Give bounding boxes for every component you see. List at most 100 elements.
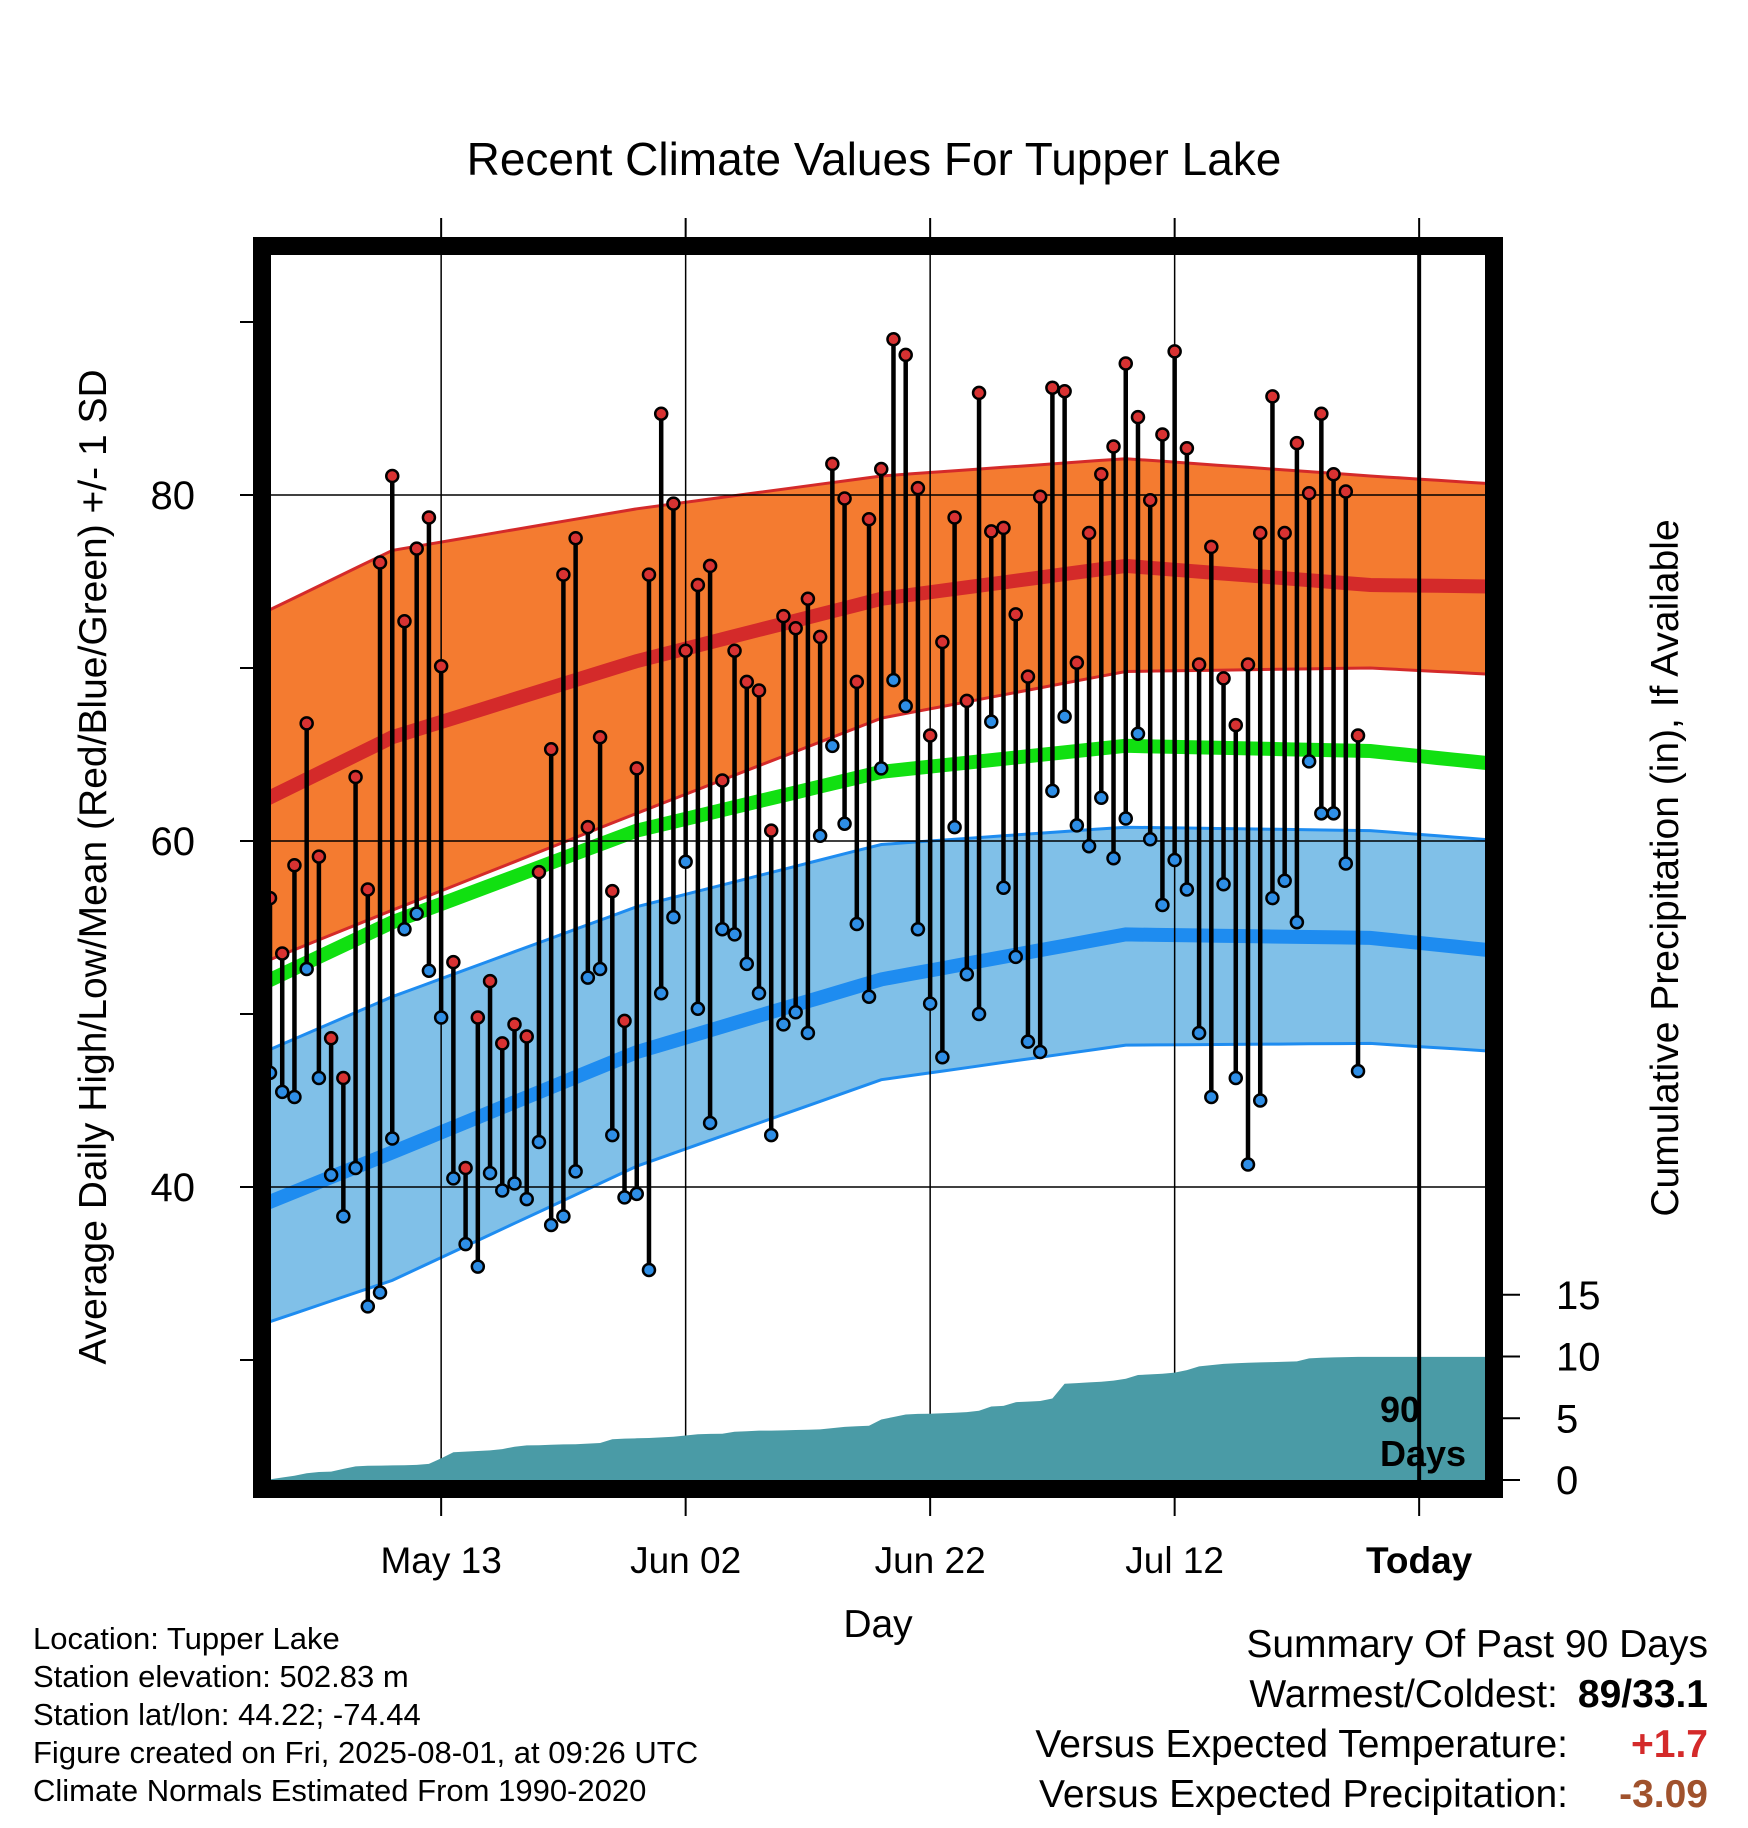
daily-low-point: [433, 1010, 449, 1025]
daily-low-point: [617, 1190, 632, 1205]
daily-low-point: [984, 714, 999, 729]
daily-low-point: [1081, 838, 1097, 854]
daily-low-point: [287, 1089, 302, 1105]
daily-low-point: [482, 1165, 498, 1181]
daily-low-point: [1106, 851, 1121, 866]
daily-high-point: [287, 857, 302, 873]
daily-high-point: [531, 864, 547, 880]
daily-low-point: [788, 1005, 803, 1020]
daily-low-point: [519, 1191, 534, 1207]
daily-high-point: [299, 716, 314, 731]
daily-high-point: [788, 620, 803, 636]
summary-precip-row: Versus Expected Precipitation: -3.09: [1035, 1770, 1708, 1820]
daily-low-point: [446, 1171, 461, 1186]
daily-high-point: [458, 1160, 473, 1176]
daily-high-point: [1069, 655, 1085, 671]
daily-high-point: [922, 728, 938, 743]
daily-low-point: [715, 921, 730, 937]
daily-low-point: [336, 1209, 351, 1224]
daily-high-point: [1228, 717, 1244, 733]
daily-high-point: [1301, 486, 1317, 501]
daily-low-point: [763, 1127, 779, 1143]
daily-high-point: [1265, 389, 1280, 404]
daily-high-point: [1167, 344, 1182, 359]
daily-high-point: [360, 882, 376, 897]
x-tick-label: Jun 02: [630, 1540, 741, 1581]
daily-high-point: [495, 1036, 510, 1051]
daily-low-point: [1191, 1025, 1207, 1041]
daily-low-point: [751, 985, 767, 1001]
daily-low-point: [299, 961, 314, 977]
daily-high-point: [629, 761, 644, 776]
daily-low-point: [507, 1176, 522, 1191]
daily-low-point: [372, 1285, 388, 1300]
window-label-days: Days: [1380, 1433, 1466, 1474]
daily-high-point: [800, 591, 816, 607]
daily-high-point: [1008, 607, 1023, 622]
temp-anomaly-label: Versus Expected Temperature:: [1035, 1723, 1568, 1766]
daily-low-point: [592, 961, 608, 977]
daily-high-point: [837, 491, 852, 506]
daily-low-point: [1252, 1093, 1268, 1108]
x-tick-label: May 13: [380, 1540, 501, 1581]
y2-tick-label: 0: [1556, 1459, 1578, 1503]
daily-high-point: [715, 773, 730, 788]
daily-low-point: [886, 672, 901, 688]
daily-low-point: [531, 1134, 547, 1150]
y2-tick-label: 15: [1556, 1274, 1601, 1318]
low-normal-line: [262, 927, 1494, 1213]
daily-low-point: [959, 966, 975, 982]
daily-high-point: [1106, 439, 1121, 454]
daily-high-point: [397, 614, 412, 629]
daily-low-point: [910, 921, 926, 937]
daily-high-point: [702, 558, 718, 574]
daily-low-point: [348, 1160, 363, 1176]
daily-high-point: [898, 347, 913, 363]
daily-low-point: [825, 738, 840, 754]
daily-high-point: [727, 643, 742, 658]
daily-low-point: [1289, 915, 1305, 930]
daily-low-point: [605, 1127, 620, 1143]
y-tick-label: 40: [151, 1166, 196, 1210]
daily-high-point: [617, 1013, 632, 1029]
daily-high-point: [690, 577, 706, 593]
daily-low-point: [837, 816, 852, 831]
daily-low-point: [1032, 1044, 1048, 1060]
plot-area: [262, 246, 1494, 1489]
daily-low-point: [397, 921, 412, 937]
daily-low-point: [274, 1084, 290, 1100]
daily-low-point: [1277, 873, 1292, 889]
summary-panel: Summary Of Past 90 Days Warmest/Coldest:…: [1035, 1620, 1708, 1820]
daily-high-point: [568, 531, 583, 546]
daily-low-point: [360, 1299, 376, 1314]
daily-high-point: [1094, 466, 1109, 482]
y-axis-label: Average Daily High/Low/Mean (Red/Blue/Gr…: [72, 369, 115, 1364]
x-axis-label: Day: [843, 1603, 913, 1646]
temp-anomaly-value: +1.7: [1631, 1723, 1708, 1766]
daily-high-point: [984, 524, 999, 539]
plot-frame: [253, 237, 1503, 1498]
axes: 40 60 80 0 5 10 15 May 13 Jun 02 Jun 22 Jul 12 Toda…: [151, 218, 1601, 1581]
daily-high-point: [1314, 406, 1329, 421]
x-tick-label: Today: [1366, 1540, 1473, 1581]
y2-tick-label: 10: [1556, 1336, 1601, 1380]
daily-high-point: [1338, 484, 1354, 499]
daily-high-point: [1277, 525, 1292, 541]
elevation-text: Station elevation: 502.83 m: [33, 1659, 409, 1694]
daily-high-point: [446, 954, 461, 970]
daily-high-point: [959, 693, 975, 709]
daily-high-point: [1142, 492, 1158, 508]
daily-low-point: [458, 1236, 473, 1252]
station-info: Location: Tupper Lake Station elevation:…: [33, 1620, 698, 1810]
daily-high-point: [739, 674, 755, 690]
daily-high-point: [421, 510, 437, 525]
chart-title: Recent Climate Values For Tupper Lake: [467, 133, 1282, 185]
daily-high-point: [385, 468, 400, 484]
daily-high-point: [1252, 525, 1268, 541]
daily-low-point: [385, 1131, 400, 1146]
daily-low-point: [702, 1115, 718, 1131]
daily-low-point: [739, 956, 755, 972]
daily-low-point: [1155, 897, 1170, 913]
daily-low-point: [947, 819, 962, 835]
daily-high-point: [947, 510, 962, 525]
